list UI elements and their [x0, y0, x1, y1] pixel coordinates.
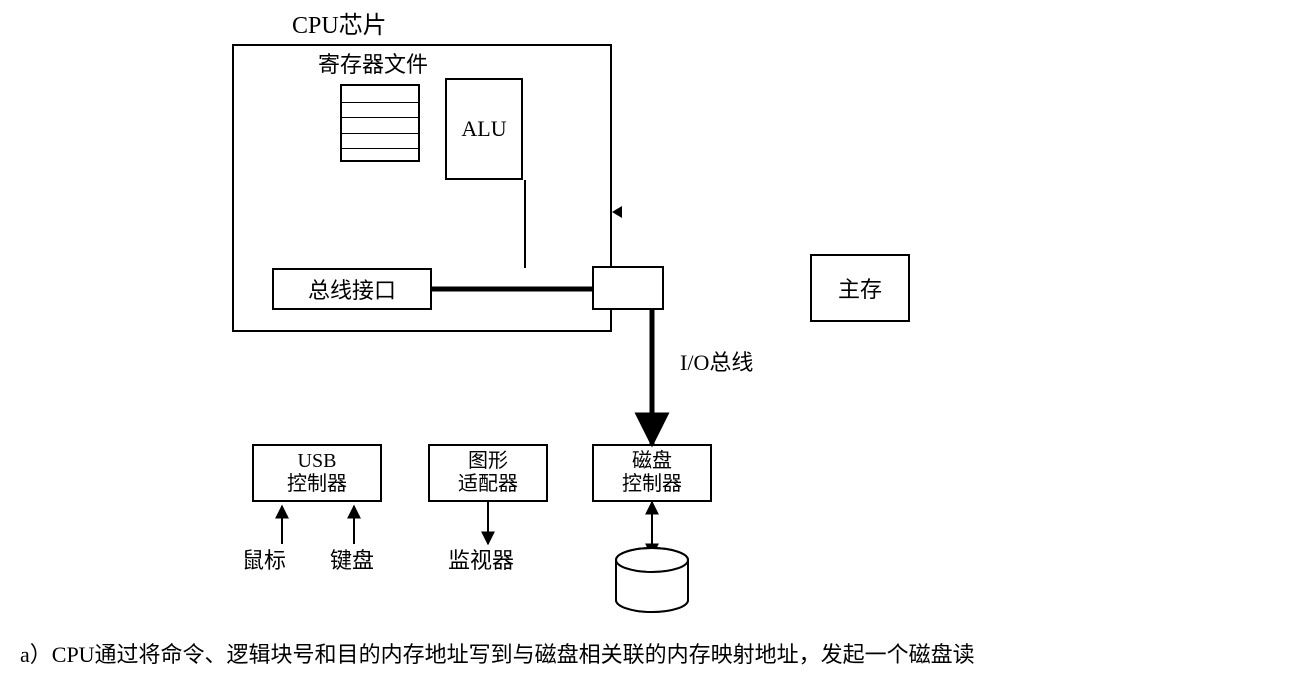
bus-interface-label: 总线接口 [308, 273, 396, 305]
cpu-chip-title: CPU芯片 [292, 12, 387, 41]
register-file-label: 寄存器文件 [318, 52, 428, 78]
bridge-box [592, 266, 664, 310]
alu-line-marker [612, 210, 624, 222]
graphics-adapter-line2: 适配器 [458, 473, 518, 496]
usb-controller-box: USB 控制器 [252, 444, 382, 502]
bus-direction-marker [612, 206, 622, 218]
caption-text: a）CPU通过将命令、逻辑块号和目的内存地址写到与磁盘相关联的内存映射地址，发起… [20, 642, 975, 668]
disk-controller-box: 磁盘 控制器 [592, 444, 712, 502]
main-memory-box: 主存 [810, 254, 910, 322]
diagram-stage: CPU芯片 寄存器文件 ALU 总线接口 主存 I/O总线 USB 控制器 图形… [0, 0, 1308, 679]
alu-box: ALU [445, 78, 523, 180]
disk-label: 磁盘 [632, 576, 672, 600]
keyboard-label: 键盘 [330, 548, 374, 574]
main-memory-label: 主存 [838, 272, 882, 304]
monitor-label: 监视器 [448, 548, 514, 574]
graphics-adapter-box: 图形 适配器 [428, 444, 548, 502]
register-file-block [340, 84, 420, 162]
graphics-adapter-line1: 图形 [468, 450, 508, 473]
mouse-label: 鼠标 [242, 548, 286, 574]
disk-controller-line2: 控制器 [622, 473, 682, 496]
bus-interface-box: 总线接口 [272, 268, 432, 310]
io-bus-label: I/O总线 [680, 350, 753, 376]
disk-controller-line1: 磁盘 [632, 450, 672, 473]
usb-controller-line2: 控制器 [287, 473, 347, 496]
usb-controller-line1: USB [298, 450, 337, 473]
alu-label: ALU [461, 116, 506, 142]
